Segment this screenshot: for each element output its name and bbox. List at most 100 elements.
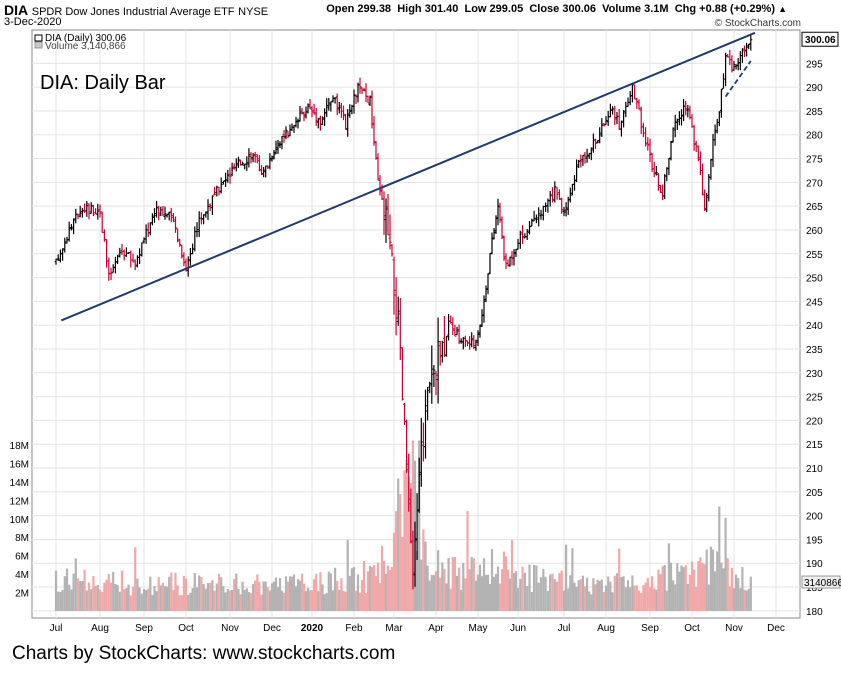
volume-bar xyxy=(730,567,733,611)
trend-lines xyxy=(60,31,756,322)
volume-bar xyxy=(441,562,444,611)
price-bar xyxy=(577,159,581,168)
price-bar xyxy=(182,252,186,267)
volume-bar xyxy=(174,572,177,611)
volume-bar xyxy=(556,581,559,611)
volume-bar xyxy=(579,579,582,611)
price-tick-label: 275 xyxy=(806,155,823,166)
price-bar xyxy=(378,175,382,196)
volume-bar xyxy=(129,595,132,611)
price-tick-label: 245 xyxy=(806,297,823,308)
volume-bars xyxy=(54,440,752,611)
month-tick-label: May xyxy=(469,623,488,634)
volume-label: Volume xyxy=(602,3,642,15)
volume-bar xyxy=(724,517,727,611)
volume-bar xyxy=(596,579,599,611)
month-tick-label: Mar xyxy=(385,623,403,634)
volume-bar xyxy=(193,572,196,611)
price-bar xyxy=(288,124,292,137)
price-bar xyxy=(396,296,400,326)
volume-bar xyxy=(300,573,304,611)
volume-tick-label: 4M xyxy=(15,570,29,581)
price-bar xyxy=(260,165,263,176)
price-bar xyxy=(191,243,195,255)
volume-bar xyxy=(217,573,221,611)
ticker-exchange: NYSE xyxy=(238,6,269,18)
price-bar xyxy=(296,118,300,129)
volume-bar xyxy=(405,459,408,611)
price-bar xyxy=(470,332,474,348)
volume-bar xyxy=(336,580,339,611)
last-price-tag xyxy=(801,31,839,47)
price-bar xyxy=(286,131,290,139)
price-tick-label: 265 xyxy=(806,202,823,213)
price-bar xyxy=(494,215,498,234)
price-bar xyxy=(358,77,362,94)
price-bar xyxy=(153,208,156,223)
price-bar xyxy=(589,147,593,161)
price-bar xyxy=(124,247,128,257)
stockcharts-brand: © StockCharts.com xyxy=(714,18,801,29)
price-bar xyxy=(245,156,249,171)
volume-bar xyxy=(674,584,677,611)
volume-bar xyxy=(68,584,71,611)
price-bar xyxy=(80,207,84,218)
price-bar xyxy=(562,206,566,217)
price-bar xyxy=(372,116,376,146)
price-bar xyxy=(213,186,217,196)
price-bar xyxy=(111,264,115,273)
volume-bar xyxy=(594,584,597,611)
price-tick-label: 255 xyxy=(806,250,823,261)
price-bar xyxy=(122,249,126,261)
price-bar xyxy=(521,225,525,244)
ticker-line: DIA SPDR Dow Jones Industrial Average ET… xyxy=(4,2,268,18)
volume-bar xyxy=(399,494,402,611)
price-bar xyxy=(61,248,65,261)
volume-bar xyxy=(352,566,356,611)
price-tick-label: 270 xyxy=(806,178,823,189)
volume-bar xyxy=(418,440,421,611)
volume-bar xyxy=(598,580,601,611)
volume-bar xyxy=(644,582,647,611)
volume-bar xyxy=(195,587,199,611)
volume-bar xyxy=(390,566,394,611)
volume-bar xyxy=(98,589,102,611)
price-tick-label: 280 xyxy=(806,131,823,142)
volume-bar xyxy=(254,580,257,611)
volume-bar xyxy=(707,584,710,611)
ohlc-summary: Open 299.38 High 301.40 Low 299.05 Close… xyxy=(326,3,787,15)
month-tick-label: Jun xyxy=(510,623,526,634)
volume-bar xyxy=(470,557,473,611)
volume-bar xyxy=(392,532,396,611)
volume-bar xyxy=(642,585,645,611)
volume-tick-label: 14M xyxy=(10,478,29,489)
price-bar xyxy=(74,208,78,224)
volume-bar xyxy=(496,566,500,611)
volume-bar xyxy=(403,470,406,611)
price-bar xyxy=(249,151,253,164)
volume-bar xyxy=(270,583,274,611)
month-tick-label: Oct xyxy=(684,623,700,634)
price-bar xyxy=(98,204,102,218)
price-bar xyxy=(384,198,388,244)
price-bar xyxy=(682,98,686,122)
price-bar xyxy=(415,493,419,561)
high-label: High xyxy=(397,3,422,15)
price-bar xyxy=(455,326,459,336)
price-bar xyxy=(680,109,683,126)
price-bar xyxy=(518,230,522,249)
volume-bar xyxy=(743,589,746,611)
volume-bar xyxy=(294,586,298,611)
volume-bar xyxy=(380,545,384,611)
volume-bar xyxy=(460,589,463,611)
volume-bar xyxy=(661,566,664,611)
volume-bar xyxy=(565,544,568,611)
price-bar xyxy=(482,295,486,323)
volume-bar xyxy=(640,593,643,611)
price-bar xyxy=(167,211,171,221)
volume-bar xyxy=(747,588,750,611)
price-bar xyxy=(354,94,358,105)
volume-bar xyxy=(224,592,227,611)
volume-bar xyxy=(716,551,719,611)
